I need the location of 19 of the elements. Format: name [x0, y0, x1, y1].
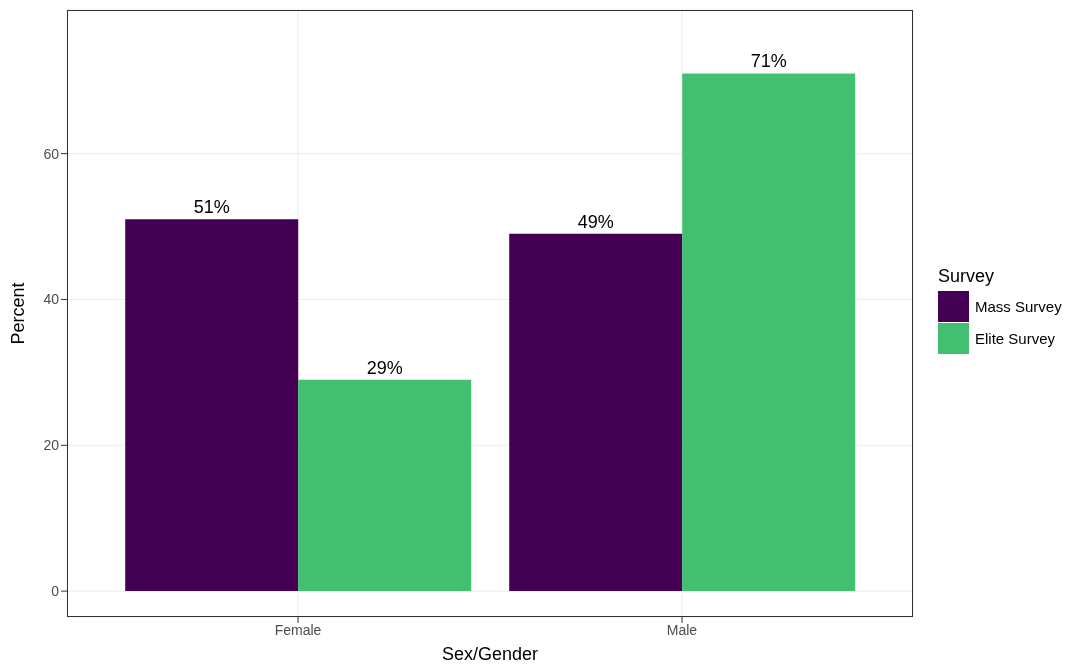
data-label: 51% — [193, 197, 230, 218]
x-tick-label: Female — [274, 621, 322, 638]
y-tick-label: 60 — [43, 145, 60, 162]
y-axis-title: Percent — [8, 282, 29, 345]
data-label: 29% — [366, 357, 403, 378]
bar — [682, 73, 856, 592]
bar — [298, 379, 472, 592]
legend-label: Mass Survey — [975, 298, 1062, 315]
y-tick-label: 0 — [51, 583, 60, 600]
data-label: 49% — [577, 211, 614, 232]
bar — [125, 219, 299, 592]
x-axis-title: Sex/Gender — [441, 644, 539, 664]
legend-title: Survey — [938, 266, 996, 287]
y-tick-label: 40 — [43, 291, 60, 308]
legend-label: Elite Survey — [975, 330, 1056, 347]
data-label: 71% — [750, 51, 787, 72]
bar — [509, 233, 683, 592]
y-tick-label: 20 — [43, 437, 60, 454]
x-tick-label: Male — [666, 621, 698, 638]
